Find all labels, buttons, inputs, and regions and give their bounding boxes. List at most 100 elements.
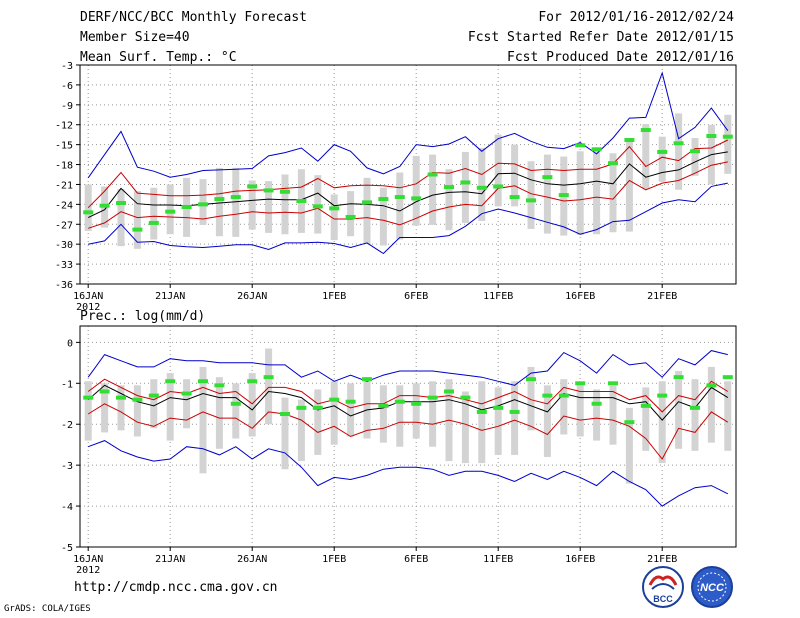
spread-box: [330, 194, 338, 241]
y-tick-label: -6: [61, 81, 73, 92]
y-tick-label: -3: [61, 461, 73, 472]
plot-frame: [79, 325, 737, 548]
series-upper-line: [87, 378, 729, 413]
y-tick-label: -4: [61, 502, 73, 513]
spread-box: [396, 385, 404, 447]
x-tick-label: 21JAN: [155, 291, 185, 302]
x-tick-label: 11FEB: [483, 554, 513, 565]
spread-box: [314, 389, 322, 455]
y-tick-label: -21: [55, 180, 73, 191]
series-lower-line: [88, 161, 728, 229]
y-tick-label: -33: [55, 260, 73, 271]
y-tick-label: -18: [55, 161, 73, 172]
spread-box: [379, 187, 387, 246]
spread-box: [527, 366, 535, 431]
spread-box: [478, 381, 486, 464]
bcc-logo-text: BCC: [653, 594, 673, 604]
spread-box: [199, 179, 207, 225]
series-mean-line: [87, 151, 728, 219]
x-tick-label: 21FEB: [647, 554, 677, 565]
spread-box: [347, 191, 355, 237]
spread-box: [412, 155, 420, 226]
spread-box: [117, 189, 125, 247]
series-max-line: [87, 350, 728, 386]
y-tick-label: -30: [55, 240, 73, 251]
forecast-period: For 2012/01/16-2012/02/24: [538, 10, 734, 25]
spread-box: [461, 391, 469, 464]
source-url[interactable]: http://cmdp.ncc.cma.gov.cn: [74, 580, 278, 595]
series-upper-line: [87, 139, 729, 209]
series-lower-line: [87, 403, 729, 460]
spread-box: [215, 377, 223, 449]
spread-box: [297, 399, 305, 462]
spread-box: [396, 172, 404, 240]
x-tick-label: 26JAN: [237, 291, 267, 302]
spread-box: [543, 154, 551, 234]
spread-box: [593, 148, 601, 235]
variable-label: Mean Surf. Temp.: °C: [80, 50, 237, 65]
spread-box: [281, 174, 289, 235]
y-tick-label: -5: [61, 543, 73, 554]
x-tick-label: 6FEB: [404, 291, 428, 302]
spread-box: [248, 373, 256, 437]
panel-precipitation: 16JAN 21JAN 26JAN 1FEB 6FEB 11FEB 16FEB 21FEB 20…: [61, 309, 737, 576]
spread-box: [642, 387, 650, 451]
x-tick-label: 16JAN: [73, 291, 103, 302]
spread-box: [593, 389, 601, 441]
spread-box: [675, 371, 683, 449]
x-tick-label: 6FEB: [404, 554, 428, 565]
spread-box: [691, 138, 699, 176]
spread-box: [609, 385, 617, 445]
spread-box: [347, 383, 355, 437]
series-min-line: [88, 182, 728, 255]
spread-box: [707, 366, 715, 443]
spread-box: [511, 144, 519, 207]
y-tick-label: -15: [55, 141, 73, 152]
x-tick-label: 1FEB: [322, 554, 346, 565]
spread-box: [642, 124, 650, 190]
spread-box: [560, 379, 568, 435]
spread-box: [691, 379, 699, 451]
spread-box: [265, 181, 273, 233]
spread-box: [527, 161, 535, 229]
spread-box: [625, 139, 633, 232]
spread-box: [232, 383, 240, 439]
x-tick-label: 16FEB: [565, 291, 595, 302]
x-tick-label: 16FEB: [565, 554, 595, 565]
spread-box: [445, 169, 453, 231]
series-min-line: [88, 440, 729, 507]
spread-box: [363, 177, 371, 245]
x-tick-label: 11FEB: [483, 291, 513, 302]
spread-box: [248, 180, 256, 230]
spread-box: [478, 147, 486, 221]
spread-box: [183, 379, 191, 429]
y-tick-label: -36: [55, 280, 73, 291]
grads-credit: GrADS: COLA/IGES: [4, 604, 91, 614]
spread-box: [281, 397, 289, 470]
forecast-produced-date: Fcst Produced Date 2012/01/16: [507, 50, 734, 65]
series-mean-line: [87, 384, 729, 421]
spread-box: [511, 381, 519, 455]
spread-box: [494, 134, 502, 207]
plot-frame: [79, 64, 737, 285]
series-max-line: [87, 71, 729, 179]
y-tick-label: -1: [61, 379, 73, 390]
member-size-label: Member Size=40: [80, 30, 190, 45]
x-tick-label: 21JAN: [155, 554, 185, 565]
spread-box: [658, 136, 666, 182]
ncc-logo: NCC: [691, 566, 733, 608]
x-year-label: 2012: [76, 565, 100, 576]
x-tick-label: 16JAN: [73, 554, 103, 565]
spread-box: [724, 381, 732, 451]
spread-box: [609, 153, 617, 233]
precip-panel-title: Prec.: log(mm/d): [80, 309, 205, 324]
spread-box: [543, 385, 551, 457]
x-tick-label: 26JAN: [237, 554, 267, 565]
y-tick-label: -24: [55, 200, 73, 211]
spread-box: [199, 366, 207, 474]
x-year-label: 2012: [76, 302, 100, 313]
spread-box: [166, 373, 174, 441]
panel-temperature: 16JAN 21JAN 26JAN 1FEB 6FEB 11FEB 16FEB 21FEB 20…: [55, 61, 737, 313]
y-tick-label: -2: [61, 420, 73, 431]
